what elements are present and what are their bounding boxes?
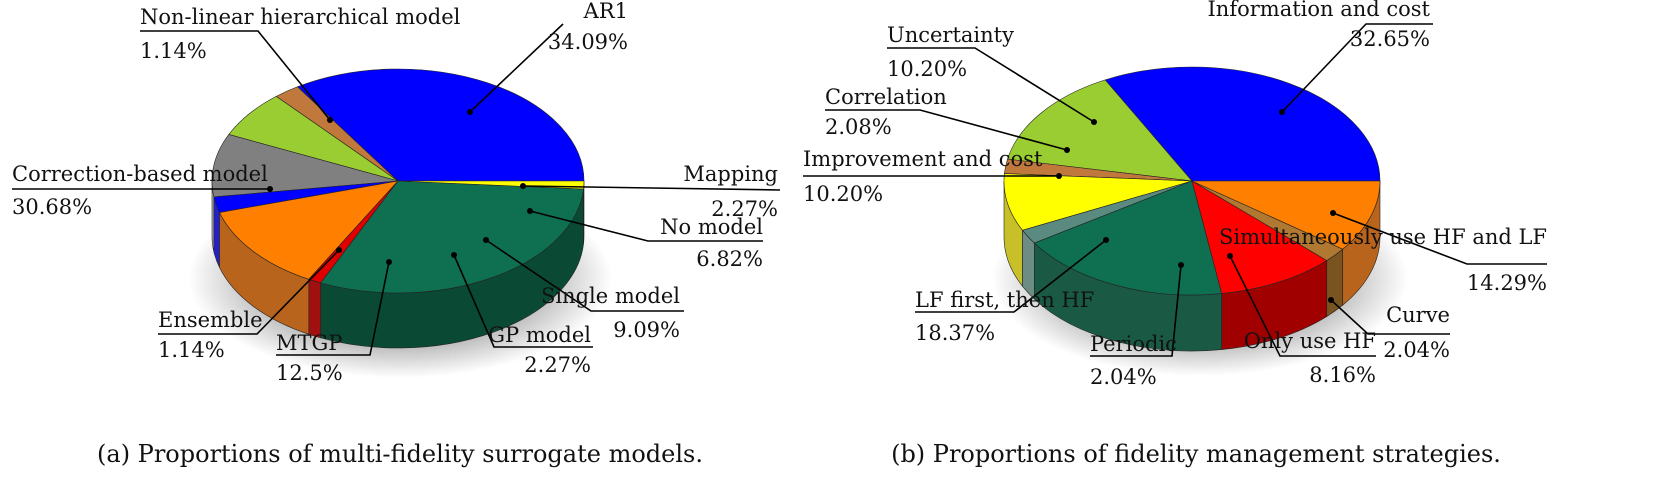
- pct-single-model: 9.09%: [613, 318, 680, 342]
- leader-gp-model: [453, 254, 593, 348]
- label-only-use-hf: Only use HF: [1244, 329, 1376, 353]
- anchor-dot-lf-first-then-hf: [1103, 237, 1109, 243]
- label-non-linear-hierarchical-model: Non-linear hierarchical model: [140, 5, 461, 29]
- anchor-dot-uncertainty: [1091, 119, 1097, 125]
- anchor-dot-gp-model: [451, 252, 457, 258]
- pct-correlation: 2.08%: [825, 115, 892, 139]
- label-ensemble: Ensemble: [158, 308, 263, 332]
- slice-uncertainty: [1191, 180, 1381, 250]
- anchor-dot-ensemble: [336, 247, 342, 253]
- leader-mtgp: [276, 261, 390, 356]
- pct-gp-model: 2.27%: [524, 353, 591, 377]
- label-simultaneously-use-hf-and-lf: Simultaneously use HF and LF: [1219, 225, 1547, 249]
- label-correction-based-model: Correction-based model: [12, 162, 268, 186]
- anchor-dot-simultaneously-use-hf-and-lf: [1330, 210, 1336, 216]
- label-mtgp: MTGP: [276, 331, 342, 355]
- leader-single-model: [485, 239, 684, 312]
- slice-single-model: [211, 134, 399, 198]
- pct-mtgp: 12.5%: [276, 361, 343, 385]
- label-mapping: Mapping: [683, 162, 778, 186]
- leader-correlation: [825, 109, 1068, 151]
- anchor-dot-single-model: [483, 237, 489, 243]
- pct-information-and-cost: 32.65%: [1350, 27, 1430, 51]
- anchor-dot-non-linear-hierarchical-model: [327, 117, 333, 123]
- chart-b-labels: Information and cost 32.65% Simultaneously…: [803, 0, 1547, 389]
- chart-b-slices: [1003, 66, 1381, 296]
- pct-curve: 2.04%: [1383, 338, 1450, 362]
- label-ar1: AR1: [583, 0, 628, 23]
- anchor-dot-no-model: [527, 208, 533, 214]
- anchor-dot-mtgp: [386, 259, 392, 265]
- label-information-and-cost: Information and cost: [1208, 0, 1431, 21]
- label-correlation: Correlation: [825, 85, 947, 109]
- leader-lf-first-then-hf: [915, 239, 1107, 313]
- leader-simultaneously-use-hf-and-lf: [1332, 212, 1547, 265]
- pct-ensemble: 1.14%: [158, 338, 225, 362]
- label-gp-model: GP model: [488, 323, 591, 347]
- leader-non-linear-hierarchical-model: [140, 30, 331, 121]
- pct-lf-first-then-hf: 18.37%: [915, 321, 995, 345]
- leader-information-and-cost: [1281, 23, 1433, 113]
- leader-mapping: [522, 185, 781, 191]
- leader-curve: [1330, 299, 1450, 335]
- slice-information-and-cost: [1104, 66, 1381, 182]
- slice-lf-first-then-hf: [1033, 180, 1223, 296]
- pct-only-use-hf: 8.16%: [1309, 363, 1376, 387]
- anchor-dot-only-use-hf: [1227, 253, 1233, 259]
- leader-no-model: [529, 210, 763, 242]
- label-single-model: Single model: [541, 284, 680, 308]
- pct-correction-based-model: 30.68%: [12, 195, 92, 219]
- anchor-dot-correlation: [1064, 147, 1070, 153]
- anchor-dot-ar1: [467, 109, 473, 115]
- chart-b-leaders: [803, 23, 1547, 357]
- label-lf-first-then-hf: LF first, then HF: [915, 288, 1094, 312]
- pct-simultaneously-use-hf-and-lf: 14.29%: [1467, 271, 1547, 295]
- slice-improvement-and-cost: [1191, 180, 1328, 294]
- label-curve: Curve: [1386, 303, 1450, 327]
- pct-mapping: 2.27%: [711, 197, 778, 221]
- pct-improvement-and-cost: 10.20%: [803, 182, 883, 206]
- chart-b-fidelity-management: Information and cost 32.65% Simultaneously…: [803, 0, 1547, 468]
- leader-only-use-hf: [1229, 255, 1376, 357]
- pct-uncertainty: 10.20%: [887, 57, 967, 81]
- anchor-dot-mapping: [520, 183, 526, 189]
- label-improvement-and-cost: Improvement and cost: [803, 147, 1043, 171]
- label-periodic: Periodic: [1090, 332, 1177, 356]
- anchor-dot-correction-based-model: [267, 186, 273, 192]
- anchor-dot-curve: [1328, 297, 1334, 303]
- anchor-dot-improvement-and-cost: [1056, 173, 1062, 179]
- chart-a-leaders: [12, 23, 781, 356]
- leader-uncertainty: [887, 47, 1095, 123]
- label-no-model: No model: [660, 215, 763, 239]
- chart-a-caption: (a) Proportions of multi-fidelity surrog…: [97, 440, 703, 468]
- leader-ensemble: [158, 249, 340, 335]
- pct-non-linear-hierarchical-model: 1.14%: [140, 39, 207, 63]
- label-uncertainty: Uncertainty: [887, 23, 1014, 47]
- anchor-dot-information-and-cost: [1279, 109, 1285, 115]
- pct-ar1: 34.09%: [548, 30, 628, 54]
- pct-no-model: 6.82%: [696, 247, 763, 271]
- anchor-dot-periodic: [1178, 262, 1184, 268]
- pct-periodic: 2.04%: [1090, 365, 1157, 389]
- slice-correction-based-model: [320, 180, 584, 294]
- chart-b-caption: (b) Proportions of fidelity management s…: [891, 440, 1501, 468]
- slice-only-use-hf: [1003, 173, 1193, 231]
- side-ensemble: [308, 278, 322, 339]
- slice-mtgp: [219, 180, 399, 280]
- slice-ar1: [296, 68, 585, 182]
- leader-periodic: [1090, 264, 1182, 357]
- slice-simultaneously-use-hf-and-lf: [1007, 79, 1193, 182]
- leader-ar1: [469, 23, 564, 113]
